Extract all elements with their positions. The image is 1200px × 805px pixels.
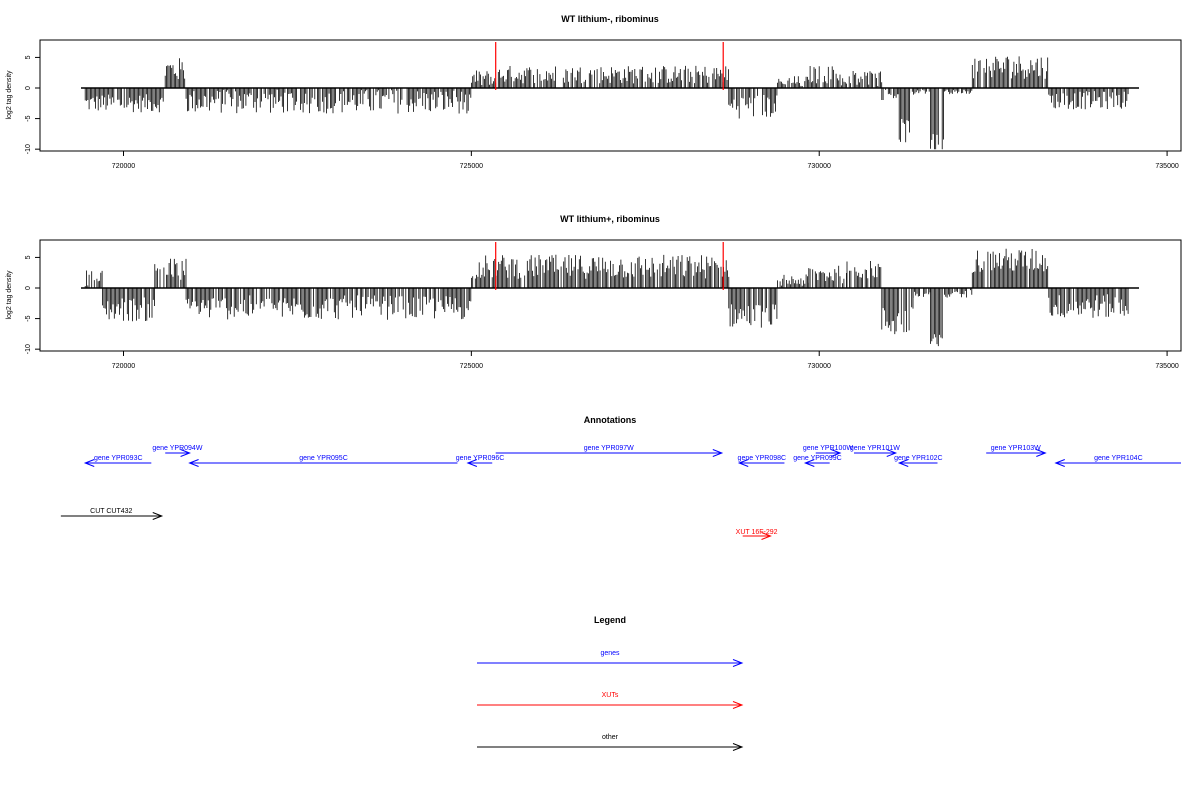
arrow-head [732,701,744,709]
legend-title: Legend [594,615,626,625]
legend-label: genes [600,650,620,657]
gene-annotations: gene YPR093C gene YPR094W gene YPR095C gene… [83,445,1181,467]
gene-arrow [83,459,152,467]
x-tick-label: 720000 [112,363,135,370]
arrow-head [712,449,724,457]
other-arrow [60,512,164,520]
arrow-head [761,532,772,540]
panel-title: WT lithium-, ribominus [561,14,659,24]
arrow-head [1036,449,1047,457]
marker-lines [495,42,724,90]
panel-title: WT lithium+, ribominus [560,214,660,224]
x-tick-label: 720000 [112,163,135,170]
gene-arrow [188,459,458,467]
gene-label: gene YPR096C [456,455,505,462]
xut-label: XUT 16F-292 [736,529,778,536]
arrow-head [897,459,909,467]
arrow-head [188,459,199,467]
arrow-head [466,459,478,467]
annotations-title: Annotations [584,415,637,425]
axis-ticks: -10 -5 0 5 720000 725000 730000 735000 [25,255,1179,370]
gene-arrow [803,459,830,467]
density-bars [84,56,1129,150]
legend-items: genes XUTs other [477,650,744,751]
xut-annotations: XUT 16F-292 [736,529,778,540]
gene-label: gene YPR094W [152,445,202,452]
gene-label: gene YPR098C [738,455,787,462]
gene-label: gene YPR102C [894,455,943,462]
marker-lines [495,242,724,290]
y-axis-label: log2 tag density [6,70,13,120]
y-tick-label: -10 [25,344,32,354]
gene-arrow [737,459,785,467]
panel-lithium-plus: WT lithium+, ribominus log2 tag density … [6,214,1182,370]
gene-arrow [897,459,938,467]
gene-arrow [1054,459,1181,467]
y-tick-label: 5 [25,55,32,59]
gene-label: gene YPR093C [94,455,143,462]
y-axis-label: log2 tag density [6,270,13,320]
gene-arrow [466,459,493,467]
panel-lithium-minus: WT lithium-, ribominus log2 tag density … [6,14,1182,170]
plot-frame [39,39,1182,152]
density-bars [84,248,1129,347]
arrow-head [152,512,164,520]
gene-arrow [495,449,724,457]
y-tick-label: -5 [25,115,32,121]
y-tick-label: 5 [25,255,32,259]
xut-arrow [742,532,772,540]
arrow-head [803,459,815,467]
y-tick-label: -10 [25,144,32,154]
arrow-head [1054,459,1065,467]
y-tick-label: -5 [25,315,32,321]
x-tick-label: 730000 [808,163,831,170]
axis-ticks: -10 -5 0 5 720000 725000 730000 735000 [25,55,1179,170]
y-tick-label: 0 [25,286,32,290]
bars-group [84,248,1129,347]
gene-arrow [815,449,842,457]
legend-arrow [477,743,744,751]
x-tick-label: 730000 [808,363,831,370]
gene-label: gene YPR100W [803,445,853,452]
arrow-head [180,449,191,457]
gene-label: gene YPR103W [991,445,1041,452]
y-tick-label: 0 [25,86,32,90]
other-label: CUT CUT432 [90,508,132,515]
gene-arrow [854,449,898,457]
legend-label: XUTs [602,692,619,699]
legend-label: other [602,734,619,741]
arrow-head [737,459,749,467]
x-tick-label: 735000 [1155,163,1178,170]
plot-frame [39,239,1182,352]
legend-arrow [477,659,744,667]
arrow-head [732,659,744,667]
arrow-head [886,449,898,457]
arrow-head [732,743,744,751]
x-tick-label: 735000 [1155,363,1178,370]
other-annotations: CUT CUT432 [60,508,164,520]
bars-group [84,56,1129,150]
gene-arrow [986,449,1047,457]
gene-label: gene YPR104C [1094,455,1143,462]
gene-arrow [165,449,191,457]
gene-label: gene YPR095C [299,455,348,462]
gene-label: gene YPR099C [793,455,842,462]
x-tick-label: 725000 [460,163,483,170]
arrow-head [830,449,842,457]
gene-label: gene YPR097W [584,445,634,452]
gene-label: gene YPR101W [850,445,900,452]
legend-arrow [477,701,744,709]
arrow-head [83,459,95,467]
legend: Legend genes XUTs other [477,615,744,751]
x-tick-label: 725000 [460,363,483,370]
